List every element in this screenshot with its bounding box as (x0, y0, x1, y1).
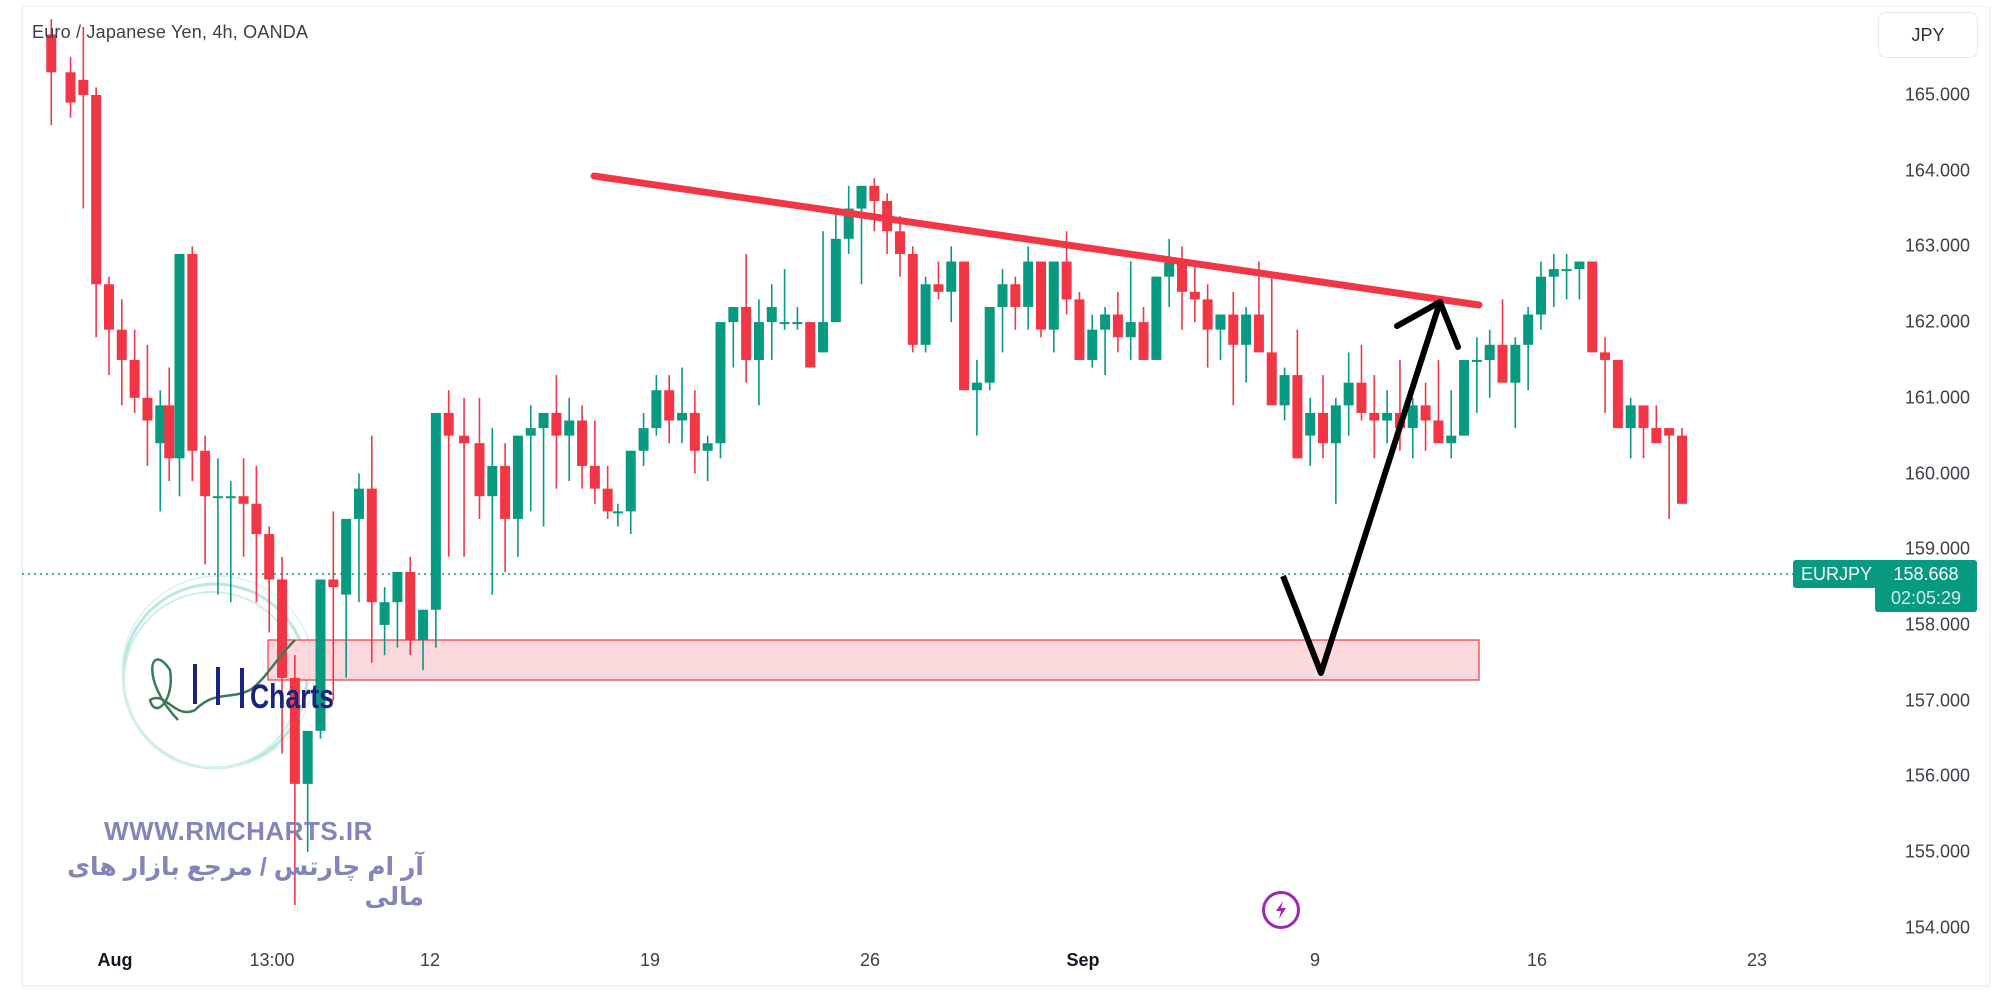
price-axis-label: 158.000 (1904, 614, 1970, 635)
time-axis-label: Sep (1066, 950, 1100, 970)
time-axis-label: 9 (1309, 950, 1321, 970)
arrowhead-icon (1394, 299, 1461, 350)
chart-title: Euro / Japanese Yen, 4h, OANDA (32, 22, 309, 42)
time-axis-label: 19 (639, 950, 661, 970)
resistance-trendline[interactable] (590, 172, 1483, 309)
lightning-glyph-icon (1276, 901, 1286, 919)
time-axis-label: Aug (97, 950, 133, 970)
time-axis-label: 12 (419, 950, 441, 970)
price-axis-label: 165.000 (1904, 84, 1970, 105)
bar-countdown: 02:05:29 (1890, 588, 1962, 608)
time-axis-label: 26 (859, 950, 881, 970)
last-price-tag: 158.668 02:05:29 (1875, 560, 1977, 612)
price-axis-label: 160.000 (1904, 463, 1970, 483)
watermark-brand: Charts (250, 678, 335, 716)
projection-path[interactable] (1280, 301, 1443, 676)
price-axis-label: 164.000 (1904, 160, 1970, 181)
currency-button[interactable]: JPY (1878, 12, 1978, 58)
price-axis-label: 159.000 (1904, 538, 1970, 559)
price-axis-label: 161.000 (1904, 387, 1970, 408)
price-axis-label: 157.000 (1904, 690, 1970, 711)
time-axis-label: 23 (1746, 950, 1768, 970)
last-price-value: 158.668 (1893, 564, 1959, 584)
price-axis-label: 155.000 (1904, 841, 1970, 862)
time-axis-label: 13:00 (249, 950, 295, 970)
symbol-tag: EURJPY (1793, 560, 1881, 588)
watermark-tagline: آر ام چارتس / مرجع بازار های مالی (67, 853, 424, 911)
price-axis-label: 154.000 (1904, 917, 1970, 938)
watermark-bars (193, 664, 244, 708)
time-axis-label: 16 (1526, 950, 1548, 970)
lightning-icon[interactable] (1262, 891, 1300, 929)
price-axis-label: 162.000 (1904, 311, 1970, 332)
price-axis-label: 156.000 (1904, 765, 1970, 786)
candles (46, 19, 1687, 905)
watermark-signature (148, 639, 296, 721)
chart-frame (22, 6, 1990, 986)
price-axis-label: 163.000 (1904, 235, 1970, 256)
support-zone[interactable] (267, 639, 1480, 681)
watermark-url: WWW.RMCHARTS.IR (104, 816, 373, 846)
